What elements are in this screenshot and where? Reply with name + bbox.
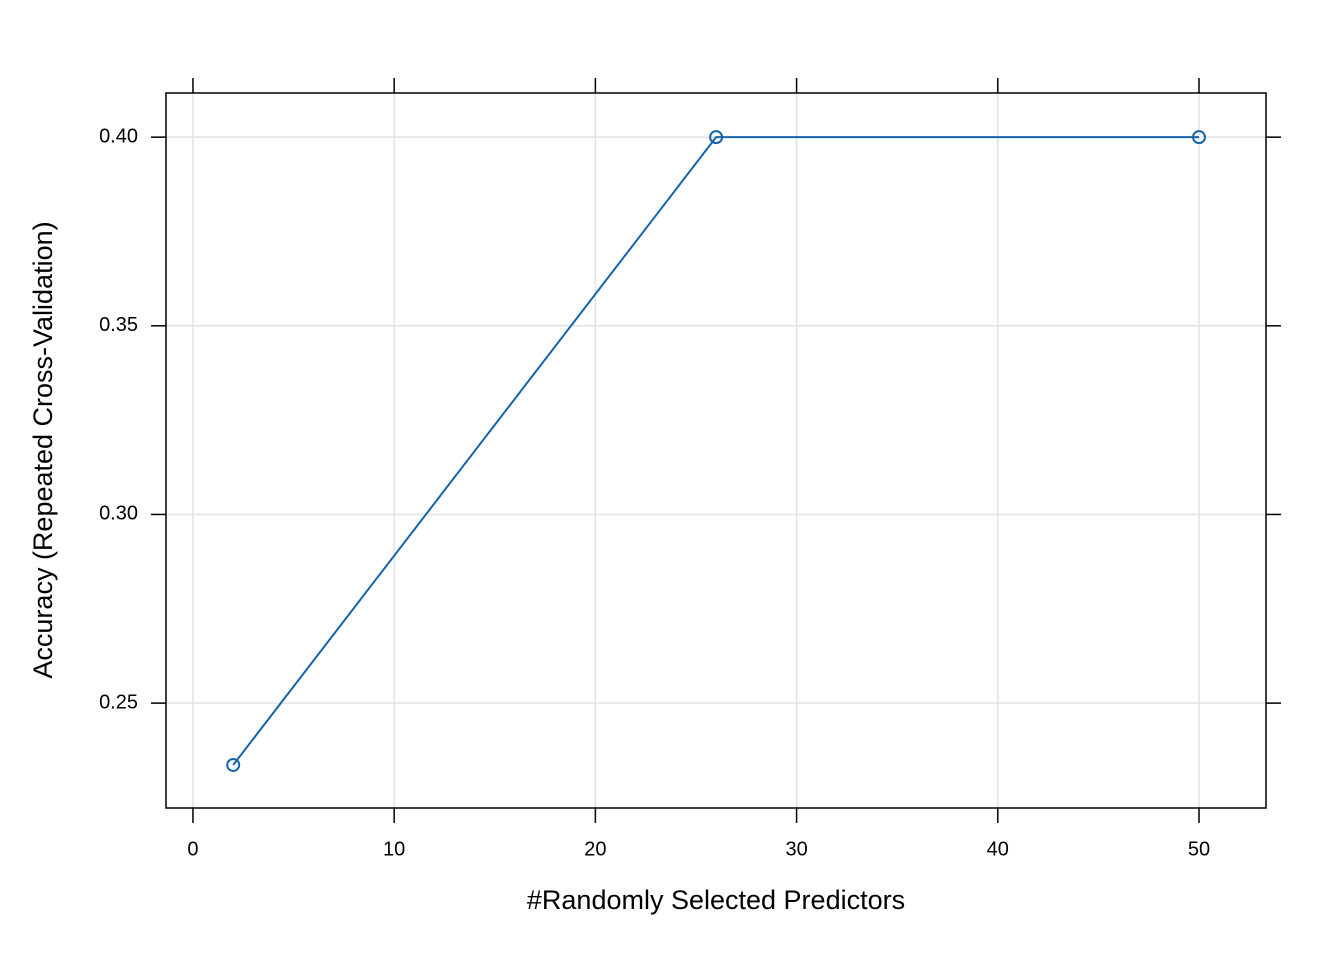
- y-tick-label: 0.40: [99, 125, 138, 147]
- data-point: [1191, 130, 1206, 145]
- x-tick-label: 20: [584, 838, 606, 860]
- data-line: [232, 136, 1199, 766]
- x-tick-label: 40: [987, 838, 1009, 860]
- y-tick-label: 0.30: [99, 503, 138, 525]
- y-tick-label: 0.35: [99, 314, 138, 336]
- x-tick-label: 30: [785, 838, 807, 860]
- x-tick-label: 10: [383, 838, 405, 860]
- x-axis-title: #Randomly Selected Predictors: [527, 885, 905, 915]
- y-tick-label: 0.25: [99, 691, 138, 713]
- x-tick-label: 0: [187, 838, 198, 860]
- grid-layer: [166, 93, 1266, 808]
- plot-frame: [165, 92, 1267, 809]
- x-tick-label: 50: [1188, 838, 1210, 860]
- data-point: [226, 757, 241, 772]
- data-point: [709, 130, 724, 145]
- y-axis-title: Accuracy (Repeated Cross-Validation): [28, 221, 58, 678]
